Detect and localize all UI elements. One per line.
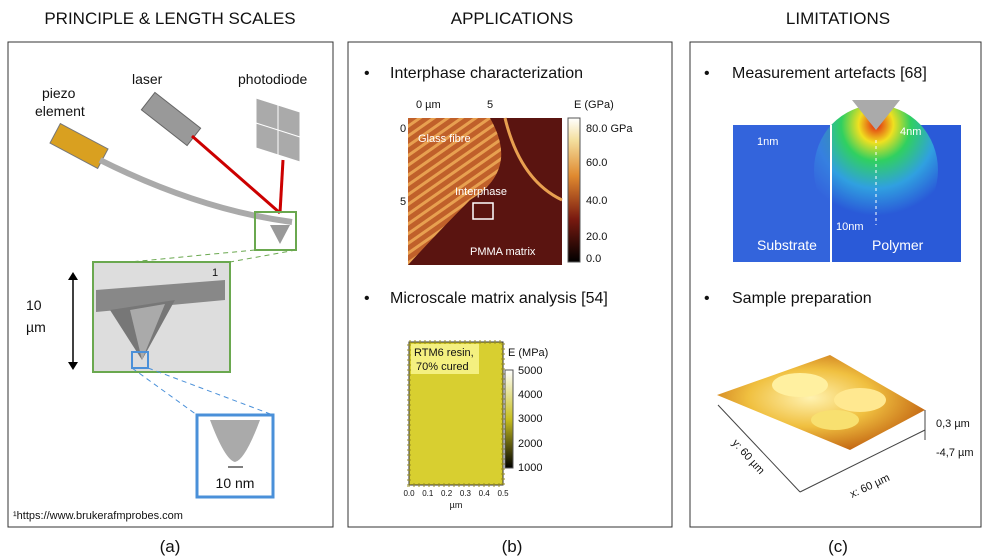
fem-label: Polymer bbox=[872, 237, 924, 253]
caption: (a) bbox=[160, 537, 181, 556]
surface-plot bbox=[717, 355, 925, 492]
colorbar-tick: 20.0 bbox=[586, 231, 607, 243]
fem-label: 1nm bbox=[757, 136, 778, 148]
bullet: • bbox=[364, 290, 370, 307]
zoom-line bbox=[230, 250, 296, 262]
bullet: • bbox=[704, 65, 710, 82]
region-label: PMMA matrix bbox=[470, 246, 536, 258]
label: piezo bbox=[42, 85, 76, 101]
fem-label: Substrate bbox=[757, 237, 817, 253]
colorbar bbox=[505, 370, 513, 468]
colorbar bbox=[568, 118, 580, 262]
axis-tick: 5 bbox=[400, 196, 406, 208]
region-label: Glass fibre bbox=[418, 133, 471, 145]
caption: (c) bbox=[828, 537, 848, 556]
caption: (b) bbox=[502, 537, 523, 556]
label: laser bbox=[132, 71, 163, 87]
label: element bbox=[35, 103, 85, 119]
page: PRINCIPLE & LENGTH SCALES piezo element … bbox=[0, 0, 989, 560]
scale-value: 10 bbox=[26, 297, 42, 313]
zoom-line bbox=[148, 368, 273, 415]
bullet: • bbox=[364, 65, 370, 82]
panel-title: LIMITATIONS bbox=[786, 9, 890, 28]
bullet-text: Microscale matrix analysis [54] bbox=[390, 290, 608, 307]
tip-size: 10 nm bbox=[216, 475, 255, 491]
image-label: RTM6 resin, bbox=[414, 347, 474, 359]
image-ref: 1 bbox=[212, 267, 218, 279]
colorbar-tick: 40.0 bbox=[586, 195, 607, 207]
colorbar-title: E (GPa) bbox=[574, 99, 614, 111]
colorbar-tick: 4000 bbox=[518, 389, 542, 401]
colorbar-tick: 0.0 bbox=[586, 253, 601, 265]
bullet-text: Sample preparation bbox=[732, 290, 872, 307]
colorbar-tick: 80.0 GPa bbox=[586, 123, 633, 135]
footnote: ¹https://www.brukerafmprobes.com bbox=[13, 510, 183, 522]
region-label: Interphase bbox=[455, 186, 507, 198]
axis-tick: 0 µm bbox=[416, 99, 441, 111]
axis-tick: 0 bbox=[400, 123, 406, 135]
axis-label: µm bbox=[450, 500, 463, 510]
axis-label: x: 60 µm bbox=[848, 472, 892, 501]
bullet-text: Interphase characterization bbox=[390, 65, 583, 82]
colorbar-tick: 3000 bbox=[518, 413, 542, 425]
figure: PRINCIPLE & LENGTH SCALES piezo element … bbox=[0, 0, 989, 560]
bullet-text: Measurement artefacts [68] bbox=[732, 65, 927, 82]
zoom-line bbox=[130, 250, 255, 262]
scale-unit: µm bbox=[26, 319, 46, 335]
fem-label: 4nm bbox=[900, 126, 921, 138]
colorbar-tick: 1000 bbox=[518, 462, 542, 474]
tip bbox=[270, 225, 290, 244]
photodiode bbox=[256, 98, 300, 162]
z-tick: 0,3 µm bbox=[936, 418, 970, 430]
label: photodiode bbox=[238, 71, 308, 87]
image-label: 70% cured bbox=[416, 361, 469, 373]
panel-title: PRINCIPLE & LENGTH SCALES bbox=[44, 9, 295, 28]
colorbar-title: E (MPa) bbox=[508, 347, 548, 359]
axis-tick: 0.4 bbox=[479, 489, 491, 498]
axis-tick: 0.3 bbox=[460, 489, 472, 498]
axis-tick: 0.5 bbox=[497, 489, 509, 498]
fem-label: 10nm bbox=[836, 221, 864, 233]
axis-tick: 0.1 bbox=[422, 489, 434, 498]
colorbar-tick: 5000 bbox=[518, 365, 542, 377]
axis-tick: 5 bbox=[487, 99, 493, 111]
sem-image bbox=[93, 262, 230, 372]
colorbar-tick: 2000 bbox=[518, 438, 542, 450]
arrow-head bbox=[68, 362, 78, 370]
laser-beam bbox=[280, 160, 283, 213]
arrow-head bbox=[68, 272, 78, 280]
colorbar-tick: 60.0 bbox=[586, 157, 607, 169]
axis-tick: 0.2 bbox=[441, 489, 453, 498]
zoom-line bbox=[132, 368, 197, 415]
axis-label: y: 60 µm bbox=[729, 437, 766, 477]
axis-tick: 0.0 bbox=[403, 489, 415, 498]
bullet: • bbox=[704, 290, 710, 307]
z-tick: -4,7 µm bbox=[936, 447, 974, 459]
panel-title: APPLICATIONS bbox=[451, 9, 574, 28]
